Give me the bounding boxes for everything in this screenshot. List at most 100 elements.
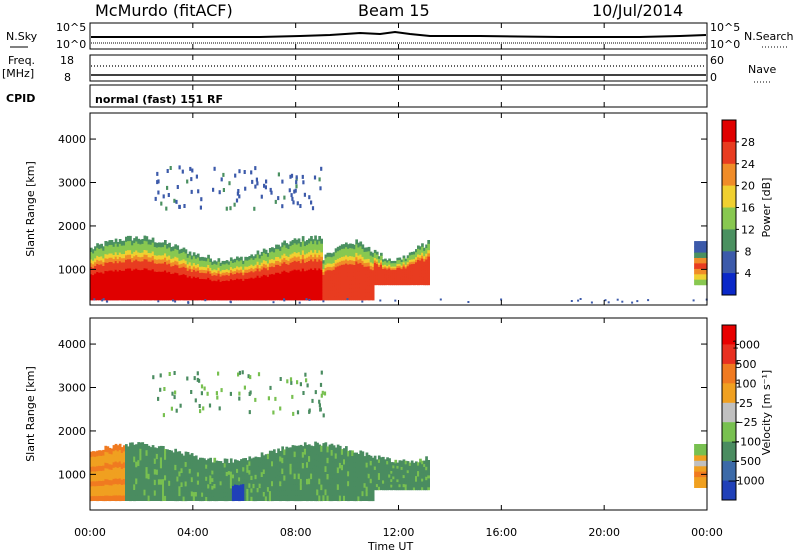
velocity-cell [314, 471, 317, 478]
velocity-cell [316, 442, 319, 450]
velocity-cell [198, 378, 201, 383]
velocity-cell [100, 470, 103, 476]
power-cell [248, 296, 252, 301]
nsearch-tick-top: 10^5 [710, 21, 740, 34]
power-cell [112, 258, 116, 264]
power-cell [157, 291, 161, 297]
power-cell [322, 288, 326, 292]
power-cell [194, 293, 198, 298]
power-cell [118, 273, 122, 279]
power-cell [328, 283, 332, 287]
velocity-cell [256, 478, 260, 484]
velocity-cell [322, 494, 326, 501]
power-cell [112, 246, 116, 251]
velocity-cell [213, 457, 217, 463]
power-cell [345, 254, 348, 260]
velocity-cell [293, 484, 297, 491]
power-cell [201, 293, 204, 298]
velocity-cell [268, 475, 272, 482]
power-cell [410, 265, 414, 269]
power-cell [149, 291, 153, 297]
velocity-cell [694, 465, 696, 472]
velocity-cell [94, 466, 97, 472]
velocity-cell [133, 461, 136, 468]
power-cell [306, 282, 309, 288]
power-cell [236, 290, 239, 295]
velocity-cell [421, 475, 424, 479]
velocity-cell [304, 372, 307, 377]
x-tick-label: 12:00 [383, 526, 415, 539]
velocity-cell [211, 481, 214, 486]
power-cell [131, 274, 134, 280]
velocity-cell [386, 460, 389, 465]
power-cell [330, 289, 334, 294]
power-cell [116, 246, 120, 251]
power-cell [264, 281, 268, 287]
velocity-cell [377, 469, 381, 474]
power-cell [234, 279, 237, 283]
power-cell [207, 277, 210, 282]
power-cell [149, 278, 153, 284]
power-cell [415, 261, 418, 265]
velocity-cell [332, 450, 336, 457]
velocity-cell [380, 473, 383, 478]
power-cell [357, 246, 361, 252]
power-cell [250, 283, 254, 288]
power-cell [242, 280, 245, 284]
velocity-cell [199, 483, 202, 489]
velocity-cell [299, 467, 303, 474]
power-cell [285, 251, 289, 256]
power-cell [375, 272, 379, 276]
power-cell [201, 263, 204, 267]
power-cell [182, 266, 186, 271]
power-cell [308, 238, 311, 244]
power-cell [320, 256, 323, 262]
power-cell [316, 269, 319, 275]
velocity-cell [147, 495, 151, 502]
power-cell [295, 274, 299, 279]
power-cell [616, 298, 619, 301]
velocity-cell [166, 490, 169, 496]
velocity-cell [206, 391, 209, 396]
velocity-cell [188, 495, 192, 501]
velocity-cell [271, 455, 274, 462]
power-cell [700, 262, 703, 269]
velocity-cell [213, 487, 217, 493]
velocity-cell [299, 489, 303, 496]
power-cell [425, 247, 428, 251]
power-cell [248, 265, 252, 270]
power-cell [404, 267, 408, 271]
power-cell [227, 280, 231, 284]
velocity-cell [330, 472, 334, 479]
velocity-cell [248, 392, 251, 396]
velocity-cell [273, 469, 276, 476]
velocity-cell [205, 476, 208, 481]
velocity-cell [215, 488, 219, 494]
power-cell [322, 268, 326, 273]
power-cell [125, 263, 128, 269]
velocity-cell [159, 445, 163, 452]
power-cell [180, 281, 184, 286]
power-cell [297, 242, 301, 248]
velocity-cell [367, 482, 371, 488]
power-cell [143, 276, 147, 283]
velocity-cell [260, 452, 264, 458]
power-cell [340, 260, 344, 265]
power-cell [201, 296, 204, 301]
velocity-cell [196, 471, 200, 477]
power-cell [363, 255, 367, 260]
velocity-cell [112, 461, 116, 468]
power-cell [102, 288, 105, 293]
power-cell [155, 287, 159, 293]
power-cell [157, 300, 160, 303]
velocity-cell [320, 462, 323, 469]
power-cell [384, 269, 387, 273]
power-cell [696, 246, 699, 253]
power-cell [217, 264, 221, 268]
velocity-cell [361, 475, 365, 482]
power-cell [293, 282, 297, 288]
velocity-cell [257, 372, 261, 377]
power-cell [174, 295, 177, 301]
power-cell [133, 295, 136, 301]
velocity-cell [178, 451, 182, 457]
